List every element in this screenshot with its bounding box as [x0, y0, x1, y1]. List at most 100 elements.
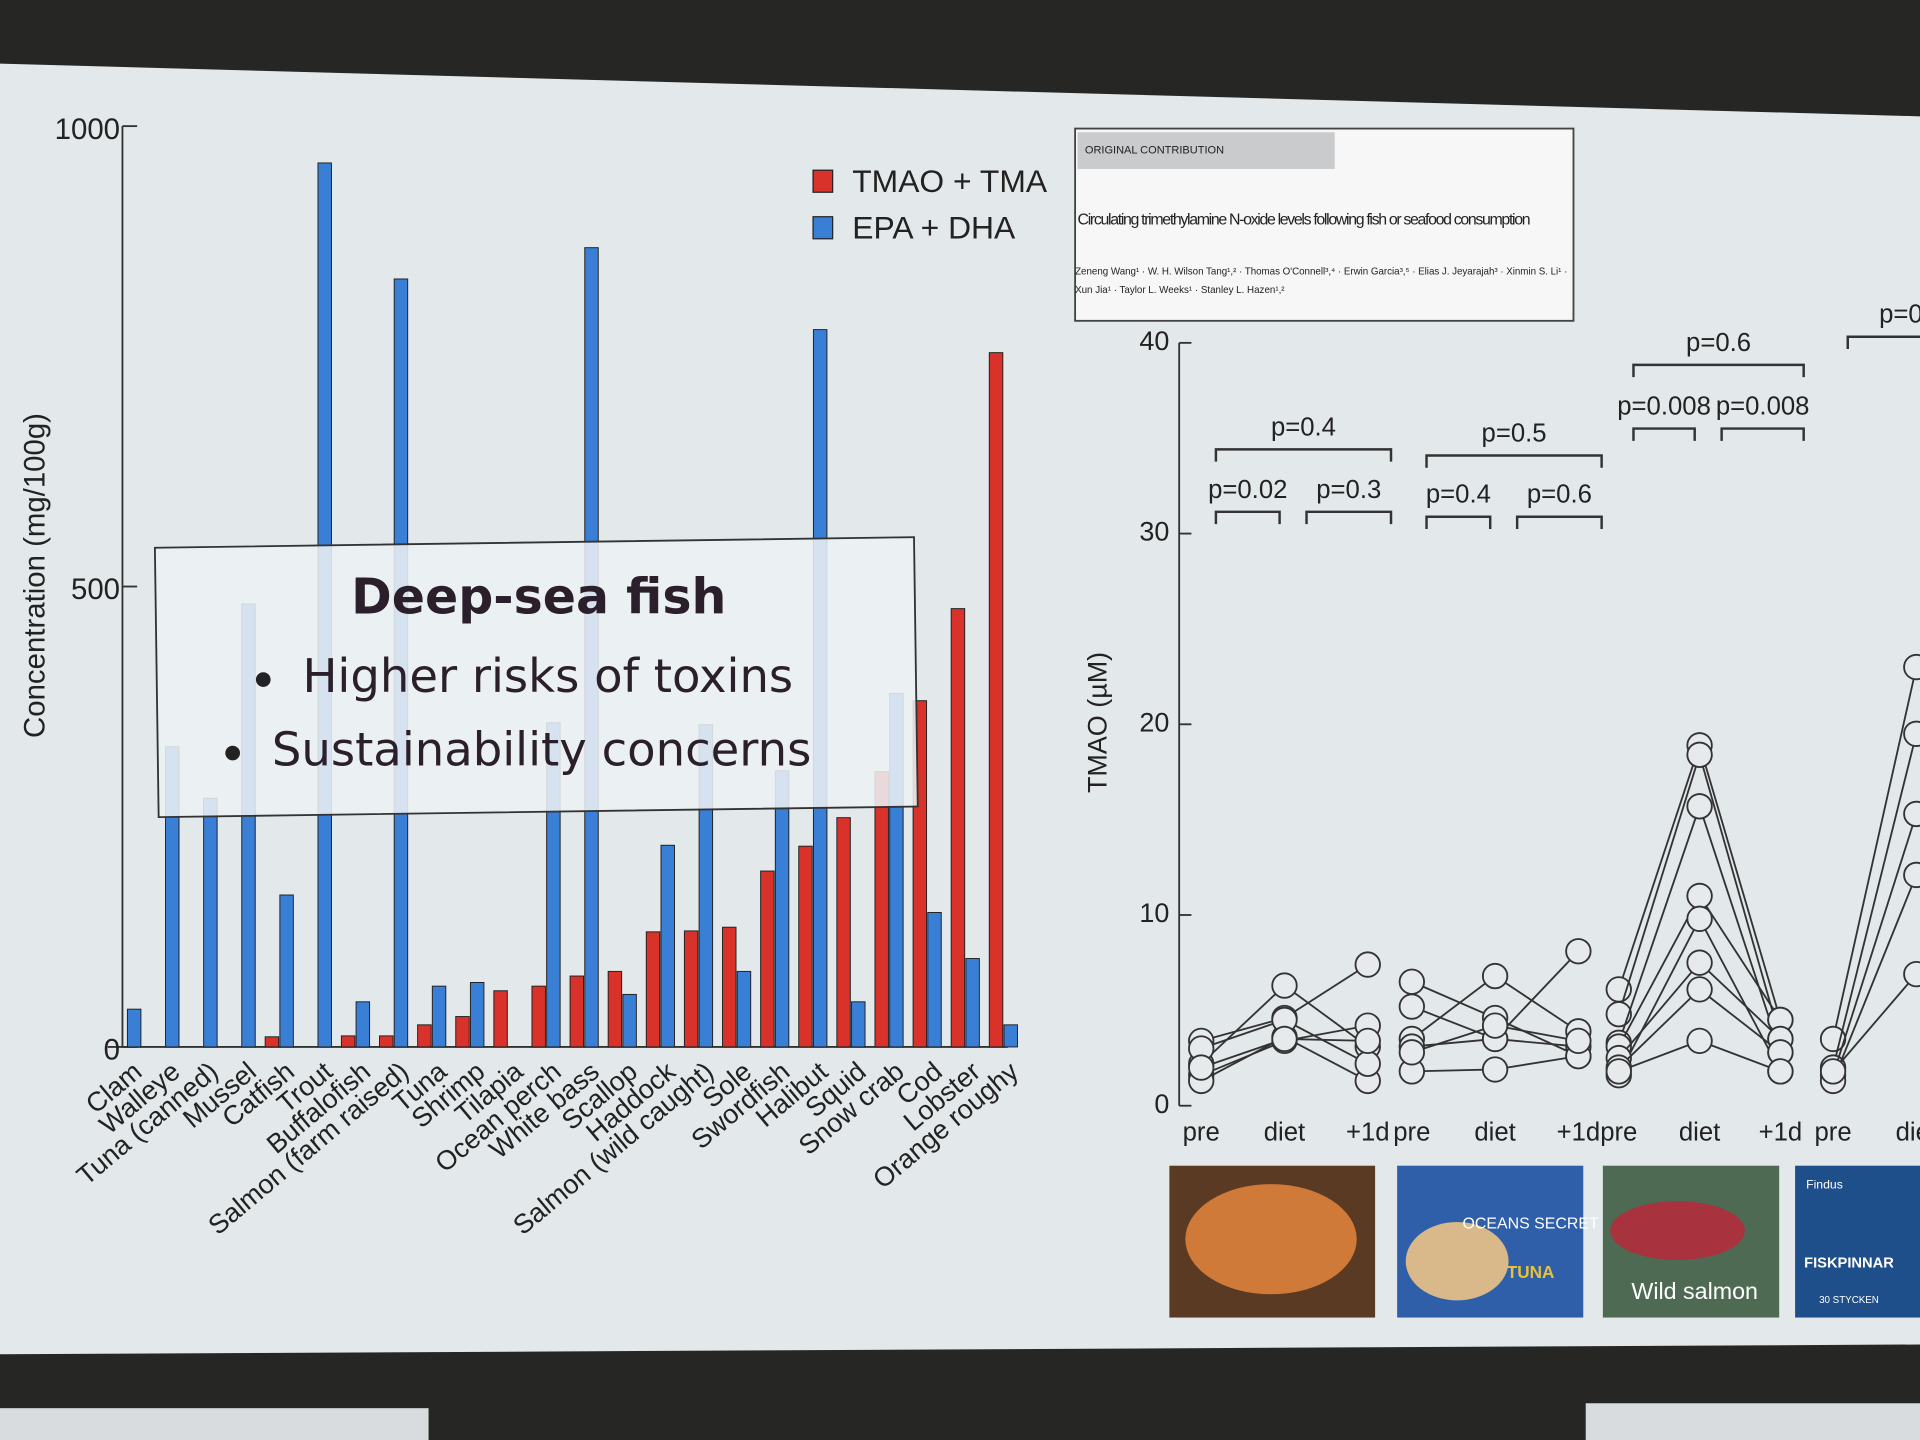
- p-value: p=0.6: [1527, 481, 1592, 509]
- point: [1686, 976, 1713, 1003]
- x-tick-label: diet: [1264, 1119, 1305, 1147]
- p-value: p=0.4: [1426, 481, 1491, 509]
- bullet: [225, 745, 240, 761]
- y-tick-label: 0: [104, 1034, 120, 1067]
- y-tick-label: 30: [1139, 517, 1169, 547]
- bar: [340, 1035, 356, 1048]
- point: [1354, 951, 1381, 978]
- point: [1605, 1058, 1632, 1085]
- bracket: [1632, 427, 1696, 441]
- point: [1188, 1054, 1215, 1081]
- bar: [927, 912, 942, 1048]
- bar: [264, 1036, 280, 1048]
- point: [1819, 1058, 1847, 1085]
- photos: OCEANS SECRET TUNA Wild salmon Findus FI…: [1169, 1165, 1920, 1318]
- bar: [836, 817, 851, 1048]
- paper-header: ORIGINAL CONTRIBUTION Circulating trimet…: [1074, 127, 1575, 322]
- monitor: [0, 1408, 429, 1440]
- subject-line: [1832, 666, 1918, 1040]
- point: [1481, 1012, 1509, 1039]
- point: [1605, 1001, 1632, 1028]
- bracket: [1425, 454, 1603, 468]
- bar: [722, 926, 737, 1048]
- x-tick-label: diet: [1896, 1119, 1920, 1147]
- image-label: Findus: [1806, 1178, 1843, 1192]
- p-value: p=0.3: [1316, 476, 1381, 504]
- point: [1903, 861, 1920, 889]
- y-tick-label: 20: [1139, 707, 1169, 737]
- image-label: TUNA: [1507, 1262, 1555, 1282]
- bar: [660, 844, 675, 1048]
- point: [1686, 905, 1713, 932]
- point: [1686, 882, 1713, 910]
- bar: [683, 930, 699, 1048]
- bracket: [1305, 510, 1393, 525]
- bar: [622, 993, 637, 1048]
- p-value: p=0.4: [1271, 413, 1336, 441]
- x-tick-label: diet: [1679, 1119, 1720, 1147]
- point: [1686, 793, 1713, 820]
- point: [1903, 800, 1920, 828]
- subject-line: [1832, 733, 1918, 1068]
- bracket: [1214, 448, 1393, 462]
- image-label: Wild salmon: [1631, 1278, 1758, 1304]
- x-tick-label: +1d: [1759, 1119, 1803, 1147]
- point: [1398, 1039, 1425, 1066]
- point: [1903, 653, 1920, 681]
- x-tick-label: +1d: [1557, 1119, 1601, 1147]
- point: [1565, 1027, 1592, 1055]
- x-tick-label: pre: [1814, 1119, 1851, 1147]
- bar: [469, 981, 485, 1048]
- bar: [203, 797, 218, 1048]
- point: [1398, 993, 1425, 1020]
- bar: [851, 1001, 866, 1048]
- annotation-box: [153, 536, 919, 819]
- fish-sticks-photo: [1795, 1165, 1920, 1318]
- bar: [874, 771, 889, 1048]
- y-axis-label: Concentration (mg/100g): [19, 413, 52, 738]
- section-band: [1077, 132, 1335, 169]
- x-tick-label: pre: [1183, 1119, 1220, 1147]
- annotation-bullet: Sustainability concerns: [272, 723, 811, 777]
- legend-swatch: [812, 169, 834, 193]
- bar: [455, 1016, 470, 1048]
- shrimp: [1185, 1184, 1357, 1295]
- point: [1767, 1058, 1794, 1085]
- y-tick-label: 40: [1139, 326, 1169, 356]
- x-tick-label: pre: [1393, 1119, 1430, 1147]
- image-label: OCEANS SECRET: [1463, 1216, 1599, 1233]
- point: [1481, 1056, 1509, 1083]
- p-value: p=0.6: [1686, 329, 1751, 357]
- point: [1398, 968, 1425, 995]
- annotation-title: Deep-sea fish: [351, 569, 726, 626]
- salmon: [1610, 1201, 1745, 1260]
- bracket: [1632, 363, 1805, 378]
- subject-line: [1832, 874, 1918, 1082]
- p-value: p=0.5: [1482, 419, 1547, 447]
- p-value: p=0.00: [1879, 301, 1920, 329]
- point: [1481, 962, 1509, 990]
- bar: [774, 770, 790, 1048]
- image-label: 30 STYCKEN: [1819, 1295, 1879, 1306]
- image-label: FISKPINNAR: [1804, 1256, 1894, 1272]
- bar: [798, 845, 813, 1048]
- y-tick-label: 500: [71, 573, 120, 606]
- point: [1354, 1050, 1381, 1077]
- x-tick-label: +1d: [1346, 1119, 1390, 1147]
- bar: [355, 1001, 371, 1048]
- bar: [645, 931, 661, 1048]
- bracket: [1425, 515, 1492, 529]
- bracket: [1720, 427, 1805, 441]
- bar: [379, 1035, 394, 1048]
- paper-section: ORIGINAL CONTRIBUTION: [1085, 145, 1224, 157]
- subject-line: [1832, 973, 1918, 1072]
- point: [1686, 741, 1713, 768]
- bar: [607, 970, 623, 1048]
- p-value: p=0.008: [1617, 393, 1711, 421]
- legend-label: EPA + DHA: [852, 210, 1016, 246]
- bracket: [1515, 515, 1603, 529]
- point: [1903, 960, 1920, 988]
- paper-authors: Zeneng Wang¹ · W. H. Wilson Tang¹,² · Th…: [1075, 266, 1567, 277]
- annotation-bullet: Higher risks of toxins: [302, 649, 793, 703]
